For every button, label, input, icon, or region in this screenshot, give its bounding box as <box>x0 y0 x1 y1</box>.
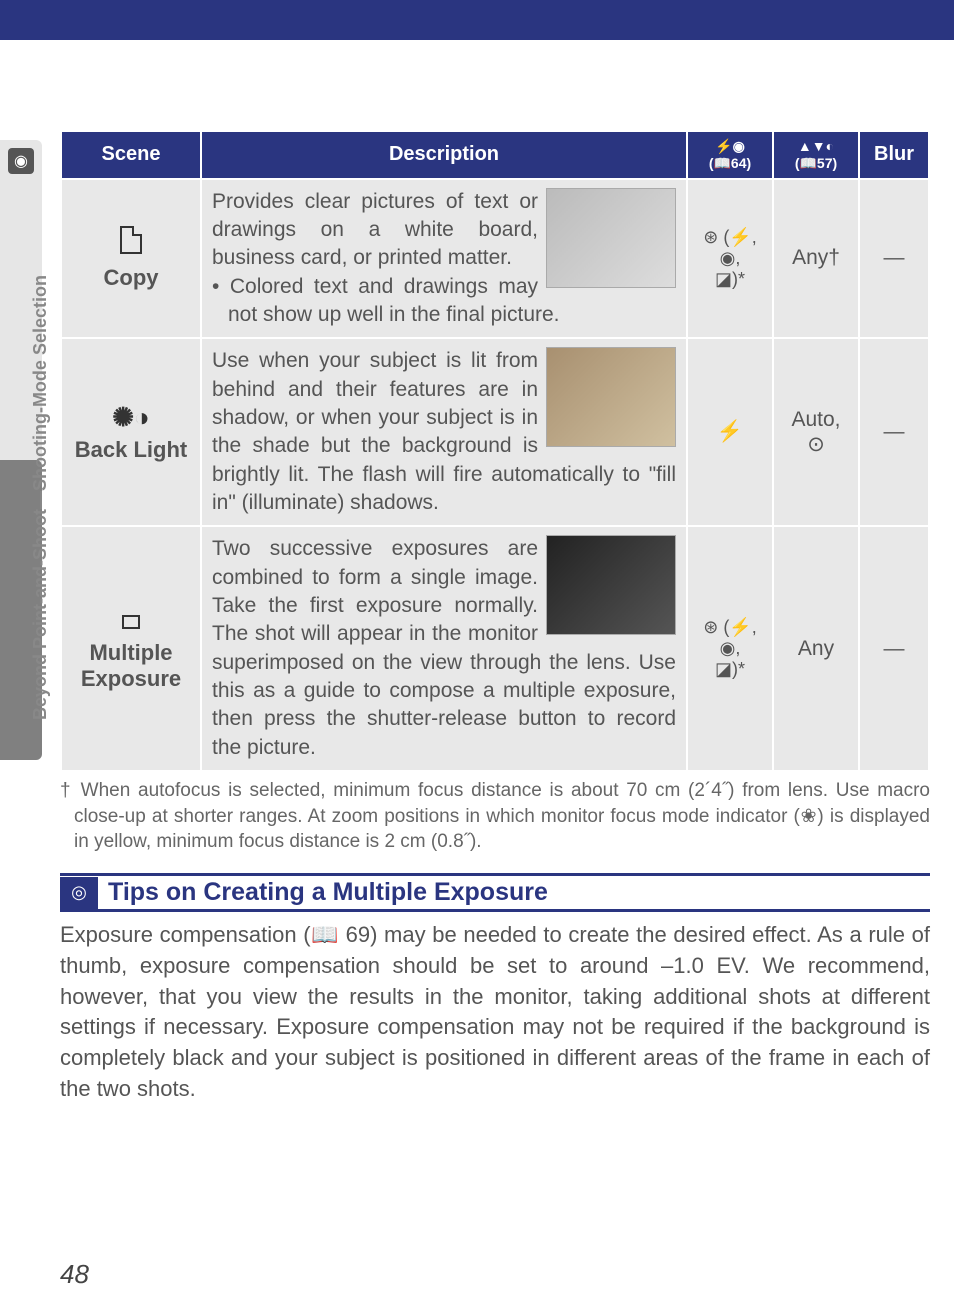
footnote: † When autofocus is selected, minimum fo… <box>60 778 930 855</box>
scene-cell-backlight: ✺◑ Back Light <box>61 338 201 526</box>
table-row: Copy Provides clear pictures of text or … <box>61 179 929 339</box>
th-blur: Blur <box>859 131 929 179</box>
desc-main: Provides clear pictures of text or drawi… <box>212 190 538 270</box>
camera-mode-icon: ◉ <box>8 148 34 174</box>
th-focus: ▲▼◐ (📖57) <box>773 131 859 179</box>
tips-title: Tips on Creating a Multiple Exposure <box>108 876 548 909</box>
main-content: Scene Description ⚡◉ (📖64) ▲▼◐ (📖57) Blu… <box>60 130 930 1105</box>
th-flash: ⚡◉ (📖64) <box>687 131 773 179</box>
scene-label: Copy <box>104 265 159 290</box>
bulb-icon: ◎ <box>60 877 98 909</box>
scene-label: Multiple Exposure <box>81 640 181 691</box>
thumb-copy <box>546 188 676 288</box>
desc-cell: Use when your subject is lit from behind… <box>201 338 687 526</box>
tips-body: Exposure compensation (📖 69) may be need… <box>60 920 930 1105</box>
table-row: ✺◑ Back Light Use when your subject is l… <box>61 338 929 526</box>
blur-cell: — <box>859 179 929 339</box>
top-banner <box>0 0 954 40</box>
flash-cell: ⊛ (⚡, ◉, ◪)* <box>687 526 773 771</box>
side-label: Beyond Point-and-Shoot—Shooting-Mode Sel… <box>30 275 51 720</box>
blur-cell: — <box>859 338 929 526</box>
backlight-icon: ✺◑ <box>72 402 190 433</box>
scene-cell-copy: Copy <box>61 179 201 339</box>
tips-header: ◎ Tips on Creating a Multiple Exposure <box>60 873 930 912</box>
flash-cell: ⊛ (⚡, ◉, ◪)* <box>687 179 773 339</box>
copy-icon <box>72 226 190 261</box>
focus-cell: Any <box>773 526 859 771</box>
thumb-multiexp <box>546 535 676 635</box>
th-description: Description <box>201 131 687 179</box>
desc-cell: Two successive exposures are combined to… <box>201 526 687 771</box>
desc-cell: Provides clear pictures of text or drawi… <box>201 179 687 339</box>
flash-cell: ⚡ <box>687 338 773 526</box>
th-scene: Scene <box>61 131 201 179</box>
thumb-backlight <box>546 347 676 447</box>
scene-cell-multiexp: Multiple Exposure <box>61 526 201 771</box>
focus-cell: Any† <box>773 179 859 339</box>
focus-cell: Auto, ⊙ <box>773 338 859 526</box>
scene-label: Back Light <box>75 437 187 462</box>
scene-table: Scene Description ⚡◉ (📖64) ▲▼◐ (📖57) Blu… <box>60 130 930 772</box>
multiexp-icon <box>72 605 190 636</box>
table-row: Multiple Exposure Two successive exposur… <box>61 526 929 771</box>
page-number: 48 <box>60 1259 89 1290</box>
blur-cell: — <box>859 526 929 771</box>
